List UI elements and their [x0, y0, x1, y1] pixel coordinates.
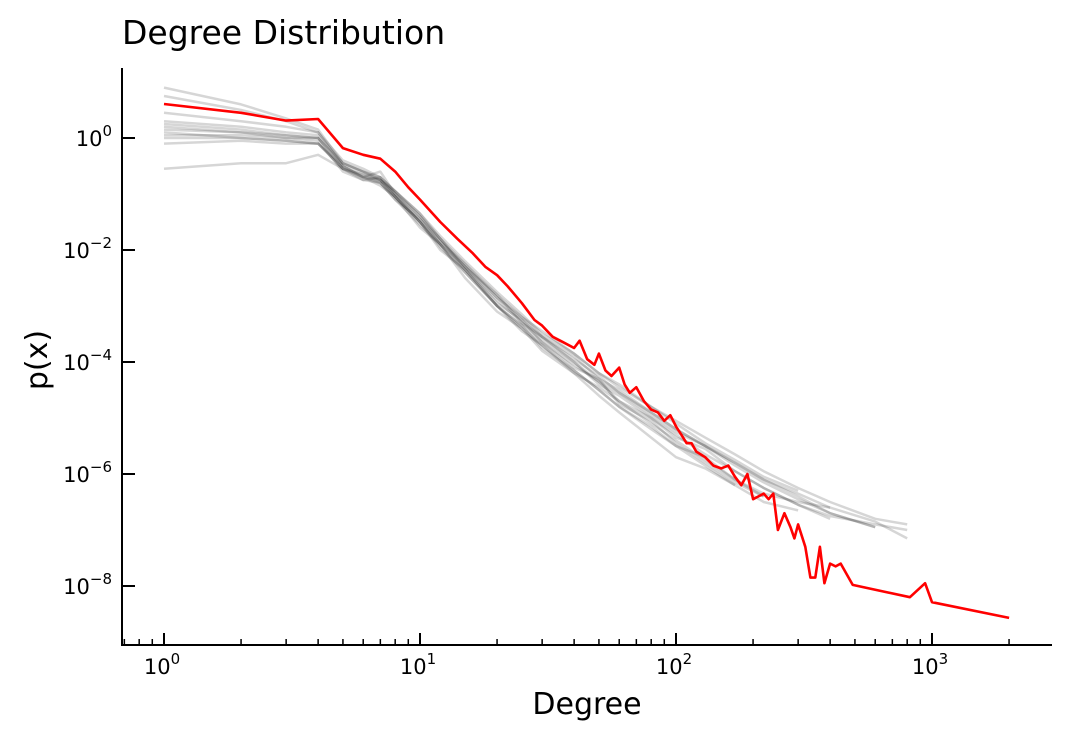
sample-series-line-7: [163, 86, 908, 532]
sample-series-line-10: [163, 111, 831, 520]
x-axis-label: Degree: [532, 687, 641, 722]
sample-series-line-1: [163, 94, 799, 492]
y-tick-label-base: 10: [63, 463, 90, 487]
sample-series-line-5: [163, 128, 799, 512]
x-tick-label-exponent: 3: [939, 650, 949, 668]
x-tick-label-base: 10: [144, 655, 171, 679]
y-tick-label-base: 10: [63, 351, 90, 375]
chart-title: Degree Distribution: [122, 13, 445, 52]
y-tick-label: 10−4: [63, 346, 112, 375]
sample-series-line-9: [164, 133, 876, 529]
y-tick-label-exponent: −4: [90, 346, 112, 364]
axes: [121, 68, 1052, 646]
y-tick-label-exponent: 0: [102, 122, 112, 140]
y-tick-label-base: 10: [63, 575, 90, 599]
y-tick-label: 100: [76, 122, 112, 151]
y-tick-label: 10−6: [63, 458, 112, 487]
y-tick-label-base: 10: [76, 127, 103, 151]
x-tick-label: 101: [400, 650, 436, 679]
observed-series-line: [163, 102, 1010, 620]
y-tick-label-exponent: −6: [90, 458, 112, 476]
y-tick-label-exponent: −8: [90, 570, 112, 588]
sample-series-line-6: [163, 125, 876, 529]
y-tick-label-exponent: −2: [90, 234, 112, 252]
x-tick-label-base: 10: [400, 655, 427, 679]
sample-series-line-4: [163, 119, 908, 526]
y-tick-label: 10−8: [63, 570, 112, 599]
observed-series-group: [163, 102, 1010, 620]
x-tick-label-base: 10: [912, 655, 939, 679]
y-tick-label: 10−2: [63, 234, 112, 263]
sample-series-line-8: [163, 139, 765, 498]
sample-series-group: [163, 86, 908, 540]
x-tick-label: 100: [144, 650, 180, 679]
x-tick-label-exponent: 1: [427, 650, 437, 668]
sample-series-line-12: [163, 122, 908, 540]
x-tick-label: 103: [912, 650, 948, 679]
y-tick-label-base: 10: [63, 239, 90, 263]
sample-series-line-3: [163, 153, 831, 509]
x-tick-label-exponent: 0: [171, 650, 181, 668]
x-tick-label-exponent: 2: [683, 650, 693, 668]
y-axis-label: p(x): [20, 330, 55, 390]
sample-series-line-11: [163, 131, 736, 487]
x-tick-label-base: 10: [656, 655, 683, 679]
sample-series-line-2: [164, 136, 765, 498]
x-tick-label: 102: [656, 650, 692, 679]
